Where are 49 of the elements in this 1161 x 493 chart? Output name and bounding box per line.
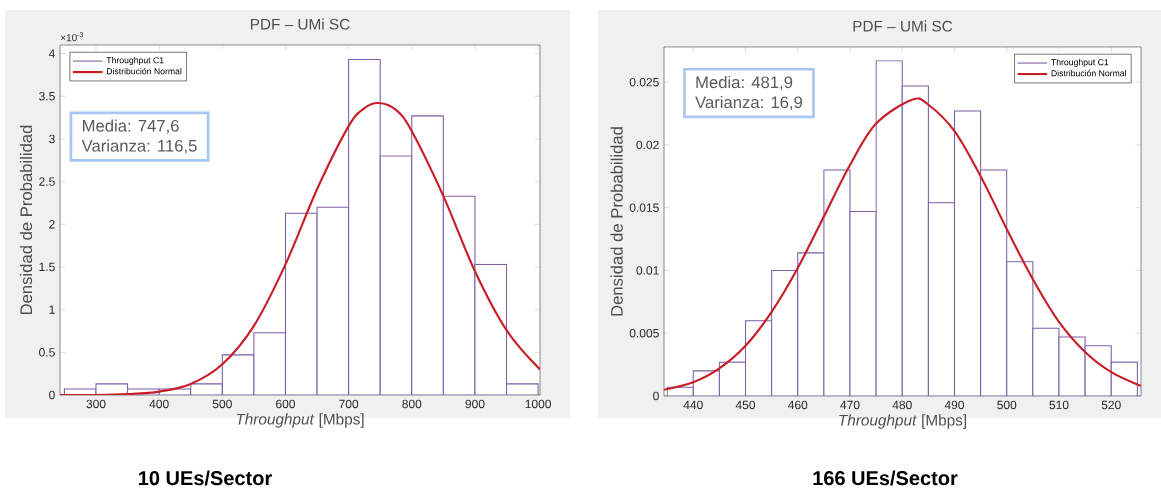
y-tick-label: 3 <box>49 134 55 144</box>
x-tick-label: 450 <box>735 400 756 410</box>
y-tick-label: 1.5 <box>39 262 55 272</box>
x-tick-label: 400 <box>149 399 169 409</box>
x-axis-title: Throughput [Mbps] <box>839 414 967 429</box>
y-tick-label: 0.01 <box>636 266 659 275</box>
x-tick-label: 900 <box>465 399 485 409</box>
x-tick-label: 800 <box>402 399 422 409</box>
x-tick-label: 440 <box>683 400 703 410</box>
y-tick-label: 0.005 <box>629 328 659 338</box>
legend-label: Distribución Normal <box>1051 69 1126 77</box>
annotation: Varianza: 116,5 <box>81 139 197 154</box>
x-tick-label: 460 <box>788 400 808 410</box>
x-tick-label: 700 <box>339 399 359 409</box>
y-tick-label: 2.5 <box>39 177 55 186</box>
x-axis-title: Throughput [Mbps] <box>236 413 364 428</box>
x-tick-label: 510 <box>1049 400 1069 410</box>
x-tick-label: 520 <box>1101 400 1121 410</box>
y-axis-title: Densidad de Probabilidad <box>19 125 33 315</box>
y-tick-label: 0.025 <box>629 77 659 87</box>
x-tick-label: 500 <box>212 399 232 409</box>
y-axis-title: Densidad de Probabilidad <box>610 127 623 316</box>
annotation: Media: 481,9 <box>696 75 793 91</box>
x-tick-label: 500 <box>997 400 1017 410</box>
y-tick-label: 3.5 <box>39 91 55 101</box>
x-tick-label: 480 <box>892 400 912 410</box>
x-tick-label: 300 <box>86 399 106 409</box>
text: 166 UEs/Sector <box>813 470 958 486</box>
x-tick-label: 490 <box>944 400 965 410</box>
x-tick-label: 600 <box>276 399 296 409</box>
y-tick-label: 4 <box>48 49 55 58</box>
y-tick-label: 0 <box>49 390 55 400</box>
y-tick-label: 1 <box>49 305 55 314</box>
legend-label: Throughput C1 <box>106 56 164 66</box>
y-tick-label: 0.02 <box>636 140 659 150</box>
text: ×10$^{-3}$ <box>60 32 84 42</box>
x-tick-label: 470 <box>840 400 860 410</box>
y-tick-label: 0.015 <box>629 203 659 212</box>
legend-label: Distribución Normal <box>106 67 182 75</box>
y-tick-label: 0 <box>653 391 659 401</box>
x-tick-label: 1000 <box>525 399 551 409</box>
annotation: Media: 747,6 <box>82 119 179 134</box>
y-tick-label: 0.5 <box>39 348 55 357</box>
annotation: Varianza: 16,9 <box>695 95 803 111</box>
text: 10 UEs/Sector <box>139 470 272 486</box>
y-tick-label: 2 <box>49 220 55 229</box>
chart-title: PDF – UMi SC <box>250 18 350 30</box>
legend-label: Throughput C1 <box>1051 58 1109 67</box>
chart-title: PDF – UMi SC <box>853 20 953 32</box>
